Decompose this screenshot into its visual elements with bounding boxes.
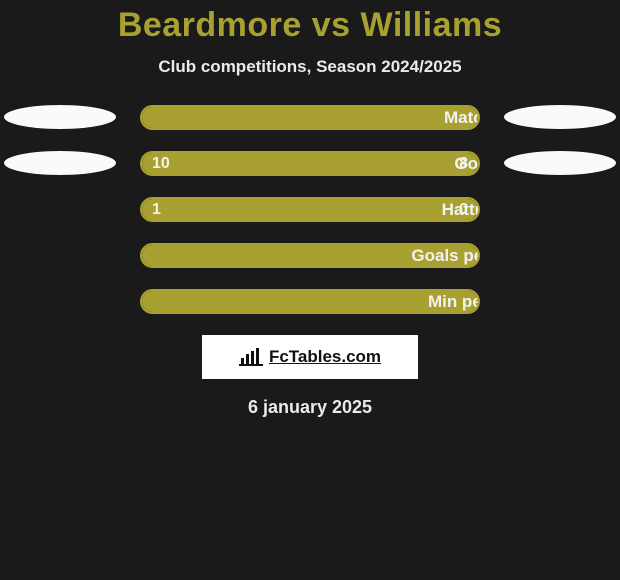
stat-row: Min per goal — [0, 289, 620, 314]
right-value-ellipse — [504, 151, 616, 175]
bar-chart-icon — [239, 347, 263, 367]
stat-bar: Min per goal — [140, 289, 480, 314]
stat-label: Goals per match — [310, 245, 480, 266]
stat-row: Goals per match — [0, 243, 620, 268]
comparison-widget: Beardmore vs Williams Club competitions,… — [0, 6, 620, 418]
stat-bar-fill-left — [142, 153, 330, 174]
left-value-ellipse — [4, 105, 116, 129]
stat-row: 10 Goals 8 — [0, 151, 620, 176]
stat-value-left: 10 — [152, 153, 170, 174]
brand-label: FcTables.com — [269, 347, 381, 367]
stat-row: Matches — [0, 105, 620, 130]
stat-value-right: 8 — [459, 153, 468, 174]
date-label: 6 january 2025 — [0, 397, 620, 418]
stat-label: Matches — [310, 107, 480, 128]
stat-label: Min per goal — [310, 291, 480, 312]
stat-label: Goals — [310, 153, 480, 174]
subtitle: Club competitions, Season 2024/2025 — [0, 57, 620, 77]
stat-bar: 1 Hattricks 0 — [140, 197, 480, 222]
stat-bar: Matches — [140, 105, 480, 130]
stat-bar: Goals per match — [140, 243, 480, 268]
stat-value-left: 1 — [152, 199, 161, 220]
stat-rows: Matches 10 Goals 8 1 Hattri — [0, 105, 620, 314]
stat-label: Hattricks — [310, 199, 480, 220]
stat-value-right: 0 — [459, 199, 468, 220]
stat-row: 1 Hattricks 0 — [0, 197, 620, 222]
brand-link[interactable]: FcTables.com — [202, 335, 418, 379]
page-title: Beardmore vs Williams — [0, 6, 620, 45]
right-value-ellipse — [504, 105, 616, 129]
left-value-ellipse — [4, 151, 116, 175]
stat-bar: 10 Goals 8 — [140, 151, 480, 176]
